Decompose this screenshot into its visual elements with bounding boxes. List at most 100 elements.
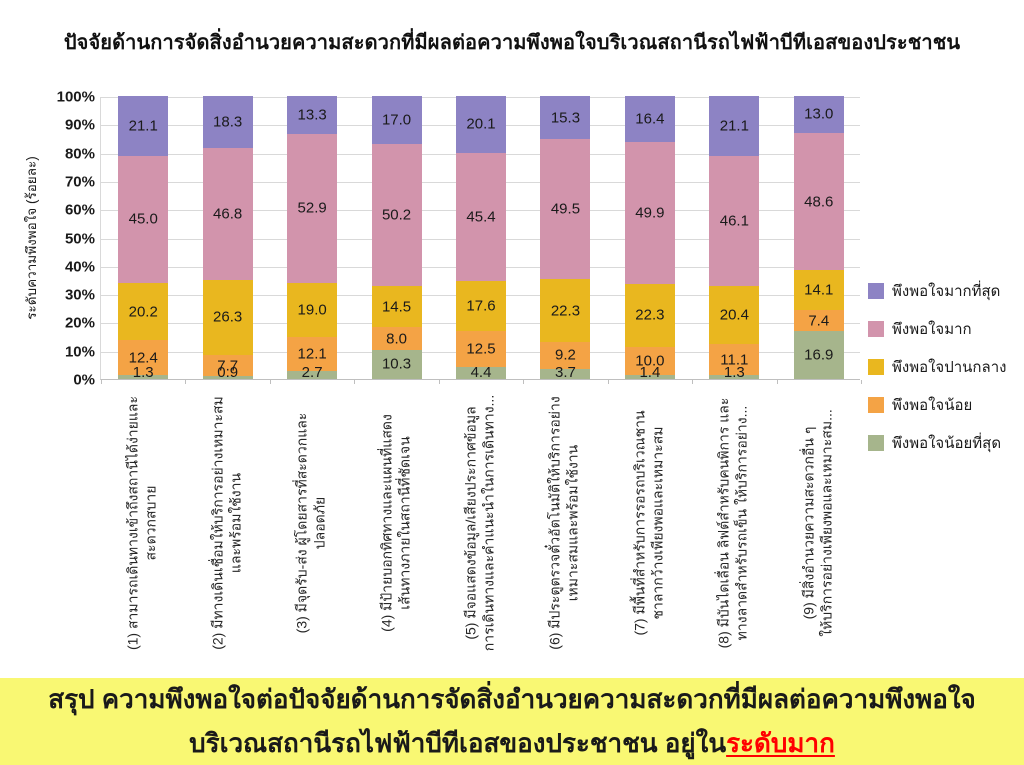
bar: 21.1 46.1 20.4 11.1 1.3 [709,96,760,381]
bar-segment: 12.1 [287,337,338,372]
segment-value-label: 2.7 [301,363,323,381]
segment-value-label: 17.6 [466,297,496,315]
bar: 16.4 49.9 22.3 10.0 1.4 [624,96,675,381]
x-category-label: (4) มีป้ายบอกทิศทางและแผนที่แสดง เส้นทาง… [353,384,437,662]
bar: 21.1 45.0 20.2 12.4 1.3 [118,96,169,381]
segment-value-label: 13.3 [297,106,327,124]
segment-value-label: 20.4 [719,306,749,324]
segment-value-label: 49.9 [635,204,665,222]
segment-value-label: 12.1 [297,345,327,363]
segment-value-label: 18.3 [213,113,243,131]
y-tick-label: 50% [64,230,95,247]
bar-segment: 45.0 [118,155,169,284]
x-tick [776,380,778,384]
summary-highlight: ระดับมาก [726,728,835,758]
segment-value-label: 7.4 [808,312,830,330]
x-category-label-text: (8) มีบันไดเลื่อน ลิฟต์สำหรับคนพิการ และ… [715,397,751,649]
bar-segment: 46.8 [202,147,253,281]
segment-value-label: 10.0 [635,352,665,370]
segment-value-label: 45.4 [466,208,496,226]
segment-value-label: 48.6 [804,193,834,211]
segment-value-label: 26.3 [213,308,243,326]
bar-segment: 20.1 [456,96,506,153]
segment-value-label: 20.1 [466,115,496,133]
bar-segment: 7.4 [793,310,844,332]
segment-value-label: 19.0 [297,301,327,319]
summary-line-2-text: บริเวณสถานีรถไฟฟ้าบีทีเอสของประชาชน อยู่… [189,728,727,758]
segment-value-label: 22.3 [635,306,665,324]
segment-value-label: 16.4 [635,110,665,128]
bar-segment: 16.4 [624,96,675,143]
bar-segment: 22.3 [540,279,591,343]
summary-line-1: สรุป ความพึงพอใจต่อปัจจัยด้านการจัดสิ่งอ… [48,684,976,714]
bar-segment: 49.5 [540,139,591,280]
bar-segment: 19.0 [287,283,338,338]
legend-item: พึงพอใจมาก [868,310,1024,348]
segment-value-label: 14.1 [804,281,834,299]
bar-segment: 9.2 [540,342,591,369]
bar-segment: 7.7 [202,354,253,377]
x-tick [607,380,609,384]
chart-title: ปัจจัยด้านการจัดสิ่งอำนวยความสะดวกที่มีผ… [63,32,961,54]
segment-value-label: 9.2 [555,346,576,364]
segment-value-label: 50.2 [381,206,412,224]
bar: 13.3 52.9 19.0 12.1 2.7 [287,96,338,381]
x-category-label: (5) มีจอแสดงข้อมูล/เสียงประกาศข้อมูล การ… [438,384,522,662]
x-category-label-text: (4) มีป้ายบอกทิศทางและแผนที่แสดง เส้นทาง… [378,414,413,632]
bar-segment: 1.3 [118,364,169,381]
x-category-label-text: (5) มีจอแสดงข้อมูล/เสียงประกาศข้อมูล การ… [462,394,497,652]
segment-value-label: 13.0 [804,105,834,123]
y-tick-label: 20% [64,314,95,332]
segment-value-label: 20.2 [128,303,158,321]
bar-segment: 46.1 [709,155,760,287]
y-tick-label: 80% [64,145,95,163]
segment-value-label: 45.0 [128,210,158,228]
segment-value-label: 11.1 [720,351,749,369]
bar-segment: 3.7 [540,364,591,381]
x-category-label-text: (3) มีจุดรับ-ส่ง ผู้โดยสารที่สะดวกและ ปล… [293,412,329,634]
segment-value-label: 46.8 [213,205,243,223]
x-category-label-text: (1) สามารถเดินทางเข้าถึงสถานีได้ง่ายและ … [124,396,160,651]
bar: 18.3 46.8 26.3 7.7 0.9 [202,96,253,381]
legend-label: พึงพอใจมาก [892,321,972,338]
legend-item: พึงพอใจมากที่สุด [868,272,1024,310]
segment-value-label: 0.9 [217,363,239,381]
segment-value-label: 12.5 [466,340,496,358]
segment-value-label: 4.4 [470,363,492,381]
segment-value-label: 14.5 [381,298,412,316]
segment-value-label: 21.1 [719,117,749,135]
legend-label: พึงพอใจน้อยที่สุด [892,435,1002,452]
x-category-label-text: (9) มีสิ่งอำนวยความสะดวกอื่น ๆ ให้บริการ… [800,409,835,637]
bar-segment: 11.1 [709,343,760,376]
segment-value-label: 10.3 [381,355,412,373]
bar-segment: 10.0 [624,346,675,375]
legend-swatch-icon [868,321,884,337]
x-tick [354,380,356,384]
bar-segment: 17.0 [371,96,422,145]
y-tick-label: 70% [64,173,95,191]
segment-value-label: 21.1 [128,117,158,135]
y-tick-label: 30% [64,286,95,304]
bar-segment: 8.0 [371,327,422,350]
bar-segment: 1.4 [624,364,675,381]
x-category-label: (7) มีพื้นที่สำหรับการรอรถบริเวณชาน ชาลา… [607,384,691,662]
legend-item: พึงพอใจปานกลาง [868,348,1024,386]
x-category-label: (1) สามารถเดินทางเข้าถึงสถานีได้ง่ายและ … [100,384,184,662]
segment-value-label: 8.0 [386,330,407,348]
y-tick-label: 60% [64,201,95,219]
segment-value-label: 12.4 [128,349,158,367]
x-category-label: (9) มีสิ่งอำนวยความสะดวกอื่น ๆ ให้บริการ… [776,384,860,662]
legend-swatch-icon [868,283,884,299]
y-tick-label: 0% [73,371,95,389]
x-tick [438,380,440,384]
bar-segment: 18.3 [202,96,253,148]
bar-segment: 1.3 [709,364,760,381]
bar-segment: 21.1 [118,96,169,156]
x-category-label-text: (2) มีทางเดินเชื่อมให้บริการอย่างเหมาะสม… [209,396,244,650]
bar-segment: 52.9 [287,133,338,284]
x-tick [101,380,102,384]
segment-value-label: 49.5 [550,200,581,218]
segment-value-label: 1.3 [132,363,154,381]
legend-item: พึงพอใจน้อยที่สุด [868,424,1024,462]
